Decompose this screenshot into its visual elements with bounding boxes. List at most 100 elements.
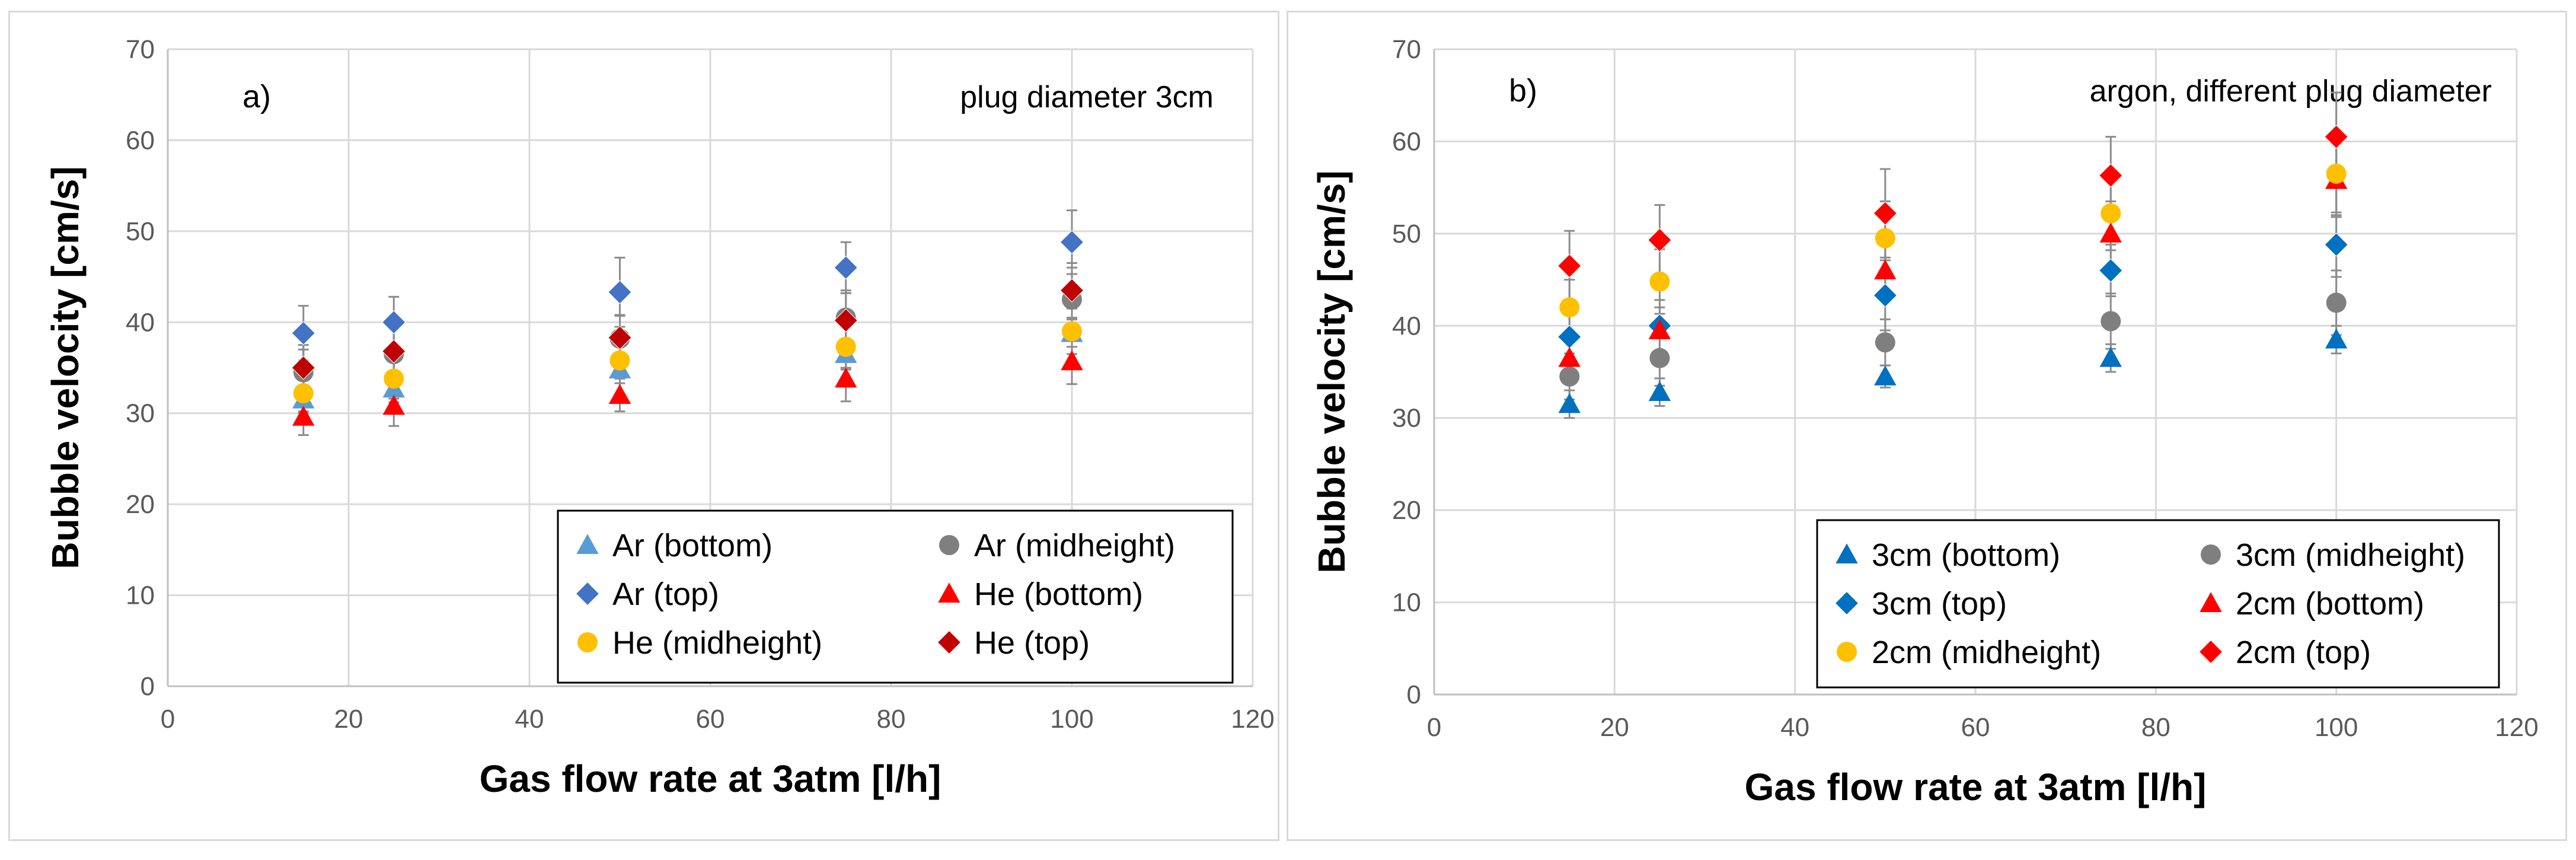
- data-point: [1558, 346, 1581, 367]
- data-point: [1559, 366, 1580, 387]
- x-tick-label: 20: [1600, 713, 1629, 742]
- x-tick-label: 120: [1231, 705, 1274, 734]
- y-tick-label: 50: [1392, 219, 1421, 249]
- data-point: [608, 384, 631, 404]
- y-axis-title: Bubble velocity [cm/s]: [1310, 170, 1353, 573]
- y-tick-label: 70: [126, 35, 155, 64]
- legend-marker: [937, 630, 962, 655]
- legend-marker: [575, 581, 600, 606]
- data-point: [381, 310, 406, 335]
- data-point: [1648, 228, 1672, 252]
- y-tick-label: 10: [1392, 588, 1421, 617]
- chart-annotation: argon, different plug diameter: [2090, 74, 2492, 109]
- data-point: [835, 336, 856, 357]
- y-tick-label: 20: [126, 490, 155, 519]
- data-point: [293, 383, 314, 403]
- x-tick-label: 20: [334, 705, 363, 734]
- legend-entry-label: 3cm (top): [1872, 586, 2007, 622]
- data-point: [384, 368, 404, 389]
- data-point: [2324, 125, 2348, 149]
- y-tick-label: 0: [141, 672, 155, 701]
- y-tick-label: 60: [1392, 127, 1421, 156]
- data-point: [1649, 271, 1670, 292]
- y-tick-label: 60: [126, 126, 155, 155]
- x-tick-label: 0: [1427, 713, 1441, 742]
- data-point: [1875, 228, 1895, 249]
- data-point: [2324, 232, 2348, 257]
- y-tick-label: 10: [126, 581, 155, 610]
- legend-entry-label: 3cm (bottom): [1872, 537, 2060, 573]
- data-point: [1559, 297, 1580, 318]
- data-point: [835, 367, 857, 388]
- x-tick-label: 60: [696, 705, 725, 734]
- data-point: [1648, 381, 1671, 402]
- data-point: [2099, 222, 2122, 243]
- data-point: [1062, 321, 1082, 342]
- y-tick-label: 50: [126, 217, 155, 246]
- x-tick-label: 100: [2315, 713, 2358, 742]
- x-tick-label: 40: [515, 705, 544, 734]
- x-axis-title: Gas flow rate at 3atm [l/h]: [1745, 766, 2207, 808]
- data-point: [1874, 259, 1897, 279]
- x-tick-label: 80: [877, 705, 906, 734]
- legend-entry-label: 3cm (midheight): [2236, 537, 2465, 573]
- data-point: [1557, 324, 1582, 349]
- data-point: [1873, 201, 1898, 225]
- legend-marker: [2198, 639, 2223, 664]
- data-point: [609, 350, 630, 371]
- legend-marker: [2200, 592, 2222, 612]
- data-point: [381, 339, 406, 364]
- chart-annotation: plug diameter 3cm: [960, 80, 1214, 114]
- data-point: [2326, 292, 2347, 313]
- data-point: [2098, 163, 2123, 188]
- data-point: [291, 321, 316, 345]
- data-point: [382, 394, 405, 415]
- legend-marker: [577, 632, 598, 652]
- x-tick-label: 100: [1050, 705, 1093, 734]
- x-tick-label: 60: [1961, 713, 1990, 742]
- legend-marker: [1836, 543, 1858, 563]
- y-tick-label: 40: [1392, 311, 1421, 340]
- x-axis-title: Gas flow rate at 3atm [l/h]: [480, 757, 941, 800]
- data-point: [608, 280, 632, 304]
- data-point: [2325, 328, 2348, 349]
- legend-entry-label: Ar (midheight): [974, 528, 1175, 563]
- legend-box: [1816, 519, 2500, 689]
- chart-panel-b: 0 10 20 30 40 50 60 70 0 20 40 60 80 100 120 Gas flow r…: [1287, 11, 2567, 841]
- legend-marker: [938, 582, 960, 603]
- legend-entry-label: 2cm (bottom): [2236, 586, 2424, 622]
- data-point: [292, 406, 315, 426]
- data-point: [834, 308, 858, 333]
- data-point: [1061, 350, 1083, 371]
- y-tick-label: 40: [126, 308, 155, 337]
- panel-label: a): [242, 79, 271, 114]
- chart-b-svg: 0 10 20 30 40 50 60 70 0 20 40 60 80 100 120 Gas flow r…: [1310, 35, 2539, 808]
- legend-marker: [2201, 544, 2221, 565]
- legend-box: [557, 509, 1234, 684]
- data-point: [2101, 311, 2121, 332]
- y-tick-label: 70: [1392, 35, 1421, 64]
- legend-entry-label: He (bottom): [974, 576, 1143, 612]
- data-point: [291, 355, 316, 380]
- x-tick-label: 40: [1780, 713, 1809, 742]
- y-tick-label: 0: [1407, 680, 1421, 709]
- chart-panel-a: 0 10 20 30 40 50 60 70 0 20 40 60 80 100 120 Gas flow r…: [8, 11, 1279, 841]
- x-tick-label: 80: [2141, 713, 2170, 742]
- data-point: [2326, 163, 2347, 184]
- legend-marker: [1834, 591, 1859, 616]
- legend-entry-label: 2cm (midheight): [1872, 635, 2101, 670]
- data-point: [2098, 258, 2123, 283]
- data-point: [1648, 319, 1671, 340]
- data-point: [1558, 393, 1581, 413]
- data-point: [834, 255, 858, 280]
- legend-entry-label: 2cm (top): [2236, 635, 2371, 670]
- data-point: [1059, 230, 1084, 254]
- data-point: [1557, 254, 1582, 278]
- y-tick-label: 30: [126, 399, 155, 428]
- data-point: [2099, 346, 2122, 367]
- data-point: [2101, 203, 2121, 224]
- x-tick-label: 0: [161, 705, 175, 734]
- legend-marker: [1837, 642, 1857, 662]
- legend-entry-label: Ar (bottom): [612, 528, 773, 563]
- x-tick-label: 120: [2495, 713, 2538, 742]
